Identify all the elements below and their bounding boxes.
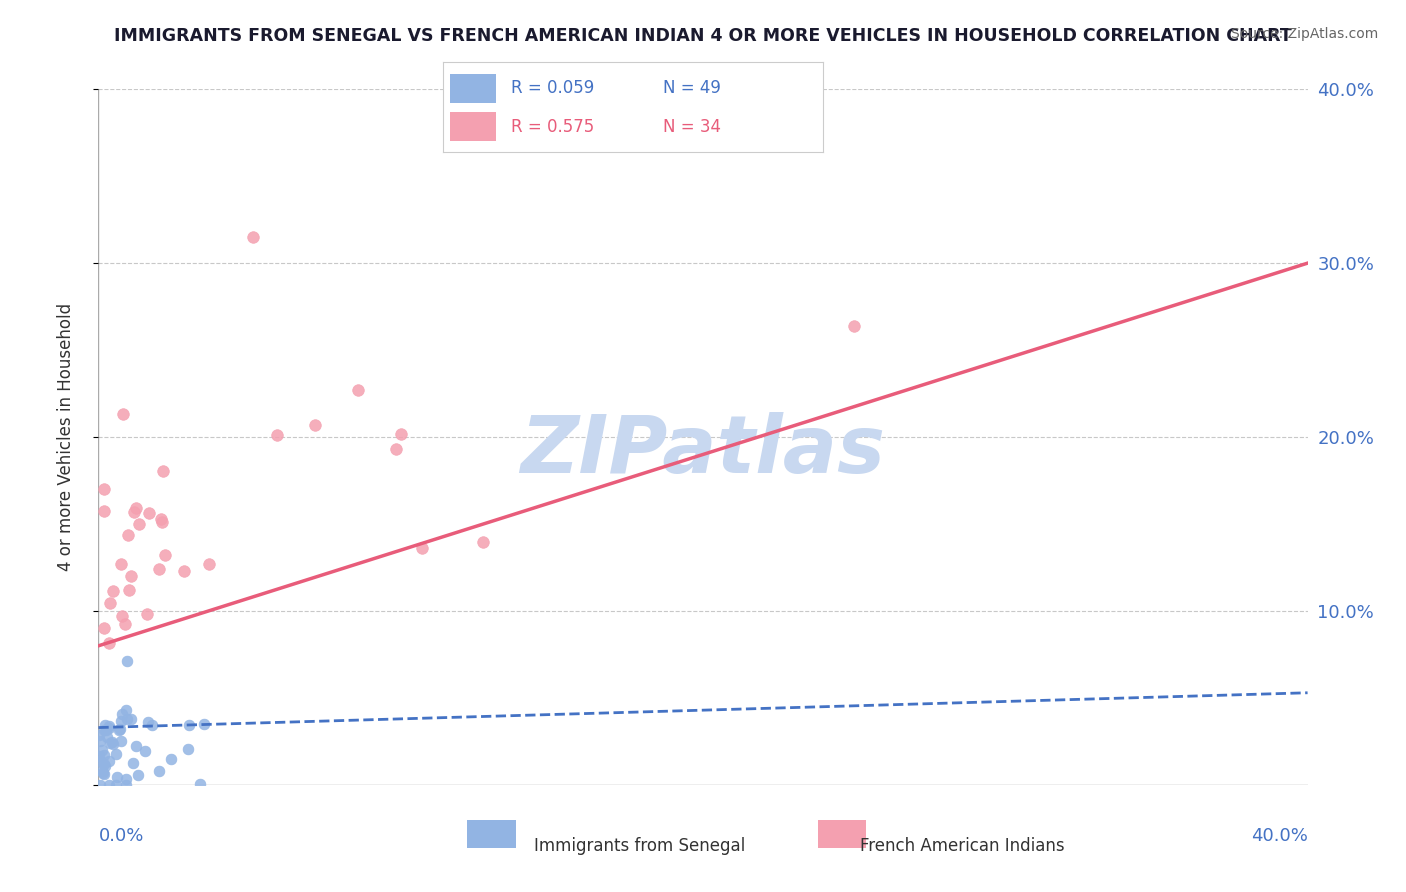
Point [141, 718, 163, 732]
Text: R = 0.059: R = 0.059 [512, 79, 595, 97]
Point [93, 757, 115, 772]
Point [242, 230, 264, 244]
Text: 0.0%: 0.0% [98, 827, 143, 845]
Text: IMMIGRANTS FROM SENEGAL VS FRENCH AMERICAN INDIAN 4 OR MORE VEHICLES IN HOUSEHOL: IMMIGRANTS FROM SENEGAL VS FRENCH AMERIC… [114, 27, 1292, 45]
Point [93, 482, 115, 496]
Point [110, 734, 132, 748]
Point [347, 383, 370, 397]
Point [91, 766, 114, 780]
Point [844, 319, 866, 334]
FancyBboxPatch shape [450, 74, 496, 103]
Point [93, 723, 115, 737]
Point [98, 636, 121, 650]
Point [108, 723, 131, 738]
Point [136, 607, 159, 622]
Point [110, 714, 132, 728]
Point [153, 548, 176, 562]
Point [105, 770, 128, 784]
Point [101, 735, 124, 749]
Point [150, 516, 173, 530]
Point [111, 609, 134, 624]
Point [98, 596, 121, 610]
Point [112, 407, 135, 421]
Point [94, 717, 117, 731]
Point [120, 568, 142, 582]
FancyBboxPatch shape [818, 820, 866, 847]
Point [120, 712, 142, 726]
Point [93, 504, 115, 518]
Point [91, 764, 114, 778]
Text: R = 0.575: R = 0.575 [512, 118, 595, 136]
Point [124, 739, 146, 753]
Text: N = 49: N = 49 [664, 79, 721, 97]
Point [97, 721, 120, 735]
Text: Immigrants from Senegal: Immigrants from Senegal [534, 837, 745, 855]
Point [89, 754, 111, 768]
Point [101, 737, 124, 751]
Point [173, 564, 195, 578]
Point [104, 778, 127, 792]
Point [389, 426, 412, 441]
Point [87, 728, 110, 742]
Point [93, 621, 115, 635]
Point [149, 512, 172, 526]
Point [385, 442, 408, 457]
Point [90, 742, 112, 756]
Point [111, 706, 134, 721]
Point [266, 428, 288, 442]
Text: N = 34: N = 34 [664, 118, 721, 136]
Point [115, 772, 138, 786]
Text: 40.0%: 40.0% [1251, 827, 1308, 845]
Point [93, 767, 115, 781]
Point [115, 654, 138, 668]
Point [125, 501, 148, 516]
Point [128, 516, 150, 531]
Point [115, 712, 138, 726]
Point [118, 583, 141, 598]
Point [152, 464, 174, 478]
Text: ZIPatlas: ZIPatlas [520, 412, 886, 490]
Point [122, 756, 145, 771]
Point [160, 752, 183, 766]
Point [93, 759, 115, 773]
Point [115, 778, 138, 792]
Point [188, 777, 211, 791]
Point [148, 764, 170, 779]
Point [177, 742, 200, 756]
Point [138, 714, 160, 729]
Point [89, 748, 111, 763]
Point [110, 558, 132, 572]
Point [411, 541, 433, 556]
Point [304, 417, 326, 432]
Point [98, 778, 121, 792]
Point [197, 557, 219, 571]
Point [98, 736, 121, 750]
FancyBboxPatch shape [450, 112, 496, 141]
Point [127, 768, 149, 782]
FancyBboxPatch shape [467, 820, 516, 847]
Y-axis label: 4 or more Vehicles in Household: 4 or more Vehicles in Household [56, 303, 75, 571]
Point [110, 722, 132, 736]
Point [104, 747, 127, 762]
Point [101, 584, 124, 599]
Point [122, 505, 145, 519]
Point [148, 562, 170, 576]
Point [472, 535, 495, 549]
Point [93, 748, 115, 763]
Point [138, 506, 160, 520]
Text: French American Indians: French American Indians [860, 837, 1064, 855]
Point [179, 717, 201, 731]
Point [193, 717, 215, 731]
Point [97, 754, 120, 768]
Point [98, 719, 121, 733]
Point [89, 778, 111, 792]
Text: Source: ZipAtlas.com: Source: ZipAtlas.com [1230, 27, 1378, 41]
Point [89, 734, 111, 748]
Point [117, 528, 139, 542]
Point [114, 616, 136, 631]
Point [94, 723, 117, 738]
Point [114, 703, 136, 717]
Point [134, 744, 156, 758]
Point [96, 730, 118, 744]
